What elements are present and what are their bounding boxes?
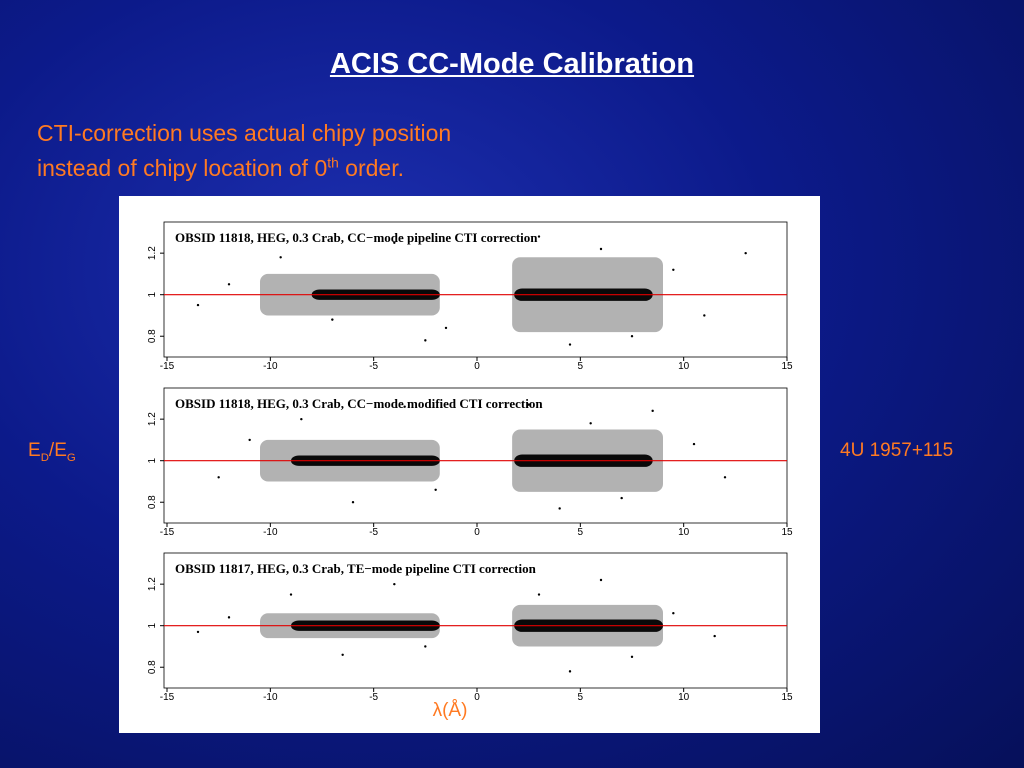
point xyxy=(248,438,251,442)
point xyxy=(568,343,572,346)
panel-title: OBSID 11818, HEG, 0.3 Crab, CC−mode modi… xyxy=(175,396,543,411)
point xyxy=(393,241,396,244)
point xyxy=(300,417,303,421)
x-tick-label: -10 xyxy=(263,692,278,703)
point xyxy=(672,612,675,615)
note-sup: th xyxy=(327,155,339,171)
y-tick-label: 1 xyxy=(147,457,158,463)
x-tick-label: -15 xyxy=(160,361,175,372)
y-tick-label: 0.8 xyxy=(147,329,158,343)
point xyxy=(403,405,406,408)
x-tick-label: -10 xyxy=(263,527,278,538)
point xyxy=(424,339,427,342)
y-tick-label: 1.2 xyxy=(147,246,158,260)
point xyxy=(589,422,592,425)
x-tick-label: 10 xyxy=(678,692,690,703)
note-line: CTI-correction uses actual chipy positio… xyxy=(37,120,452,146)
x-tick-label: -10 xyxy=(263,361,278,372)
point xyxy=(537,235,541,238)
point xyxy=(341,653,344,656)
x-tick-label: -15 xyxy=(160,692,175,703)
x-tick-label: -5 xyxy=(369,692,378,703)
point xyxy=(196,630,200,634)
point xyxy=(620,496,623,500)
y-tick-label: 1 xyxy=(147,622,158,628)
y-tick-label: 1.2 xyxy=(147,577,158,591)
point xyxy=(651,409,654,413)
x-tick-label: 15 xyxy=(781,692,793,703)
x-tick-label: 5 xyxy=(578,692,584,703)
x-tick-label: 0 xyxy=(474,361,480,372)
label-part: E xyxy=(28,440,41,461)
y-tick-label: 0.8 xyxy=(147,660,158,674)
point xyxy=(723,476,727,479)
point xyxy=(568,670,572,673)
x-tick-label: 10 xyxy=(678,527,690,538)
point xyxy=(599,247,603,251)
plot-frame xyxy=(163,221,788,358)
point xyxy=(599,578,603,582)
y-tick-label: 0.8 xyxy=(147,495,158,509)
x-tick-label: 15 xyxy=(781,527,793,538)
point xyxy=(537,593,541,596)
x-tick-label: 15 xyxy=(781,361,793,372)
point xyxy=(227,283,231,286)
slide-title: ACIS CC-Mode Calibration xyxy=(329,48,695,80)
label-sub: G xyxy=(66,451,76,464)
point xyxy=(444,326,448,330)
x-tick-label: -5 xyxy=(369,527,378,538)
plot-frame xyxy=(163,387,788,524)
point xyxy=(351,501,355,504)
point xyxy=(630,335,634,338)
point xyxy=(331,318,334,321)
point xyxy=(289,593,293,596)
source-label: 4U 1957+115 xyxy=(840,440,954,461)
y-tick-label: 1.2 xyxy=(147,412,158,426)
point xyxy=(196,303,200,307)
panel-title: OBSID 11818, HEG, 0.3 Crab, CC−mode pipe… xyxy=(175,230,538,245)
x-tick-label: 0 xyxy=(474,692,480,703)
note-text: instead of chipy location of 0 xyxy=(37,155,328,181)
x-tick-label: 5 xyxy=(578,527,584,538)
point xyxy=(424,645,427,648)
point xyxy=(672,268,675,271)
plot-frame xyxy=(163,552,788,689)
x-tick-label: -5 xyxy=(369,361,378,372)
x-tick-label: 5 xyxy=(578,361,584,372)
x-tick-label: 0 xyxy=(474,527,480,538)
point xyxy=(393,582,396,586)
figure-background xyxy=(119,196,820,733)
note-line: instead of chipy location of 0th order. xyxy=(37,155,404,182)
point xyxy=(692,442,696,446)
point xyxy=(558,507,561,510)
point xyxy=(713,634,716,638)
point xyxy=(279,256,282,259)
panel-title: OBSID 11817, HEG, 0.3 Crab, TE−mode pipe… xyxy=(175,561,537,576)
x-axis-label: λ(Å) xyxy=(433,700,468,721)
point xyxy=(744,251,747,255)
note-text: order. xyxy=(338,155,404,181)
y-tick-label: 1 xyxy=(147,291,158,297)
label-part: /E xyxy=(48,440,67,461)
y-axis-label: ED/EG xyxy=(28,440,76,464)
x-tick-label: 10 xyxy=(678,361,690,372)
point xyxy=(527,403,530,406)
point xyxy=(227,616,231,619)
point xyxy=(630,655,634,659)
x-tick-label: -15 xyxy=(160,527,175,538)
point xyxy=(703,314,706,317)
point xyxy=(217,476,220,479)
label-sub: D xyxy=(40,451,49,464)
point xyxy=(434,488,437,491)
